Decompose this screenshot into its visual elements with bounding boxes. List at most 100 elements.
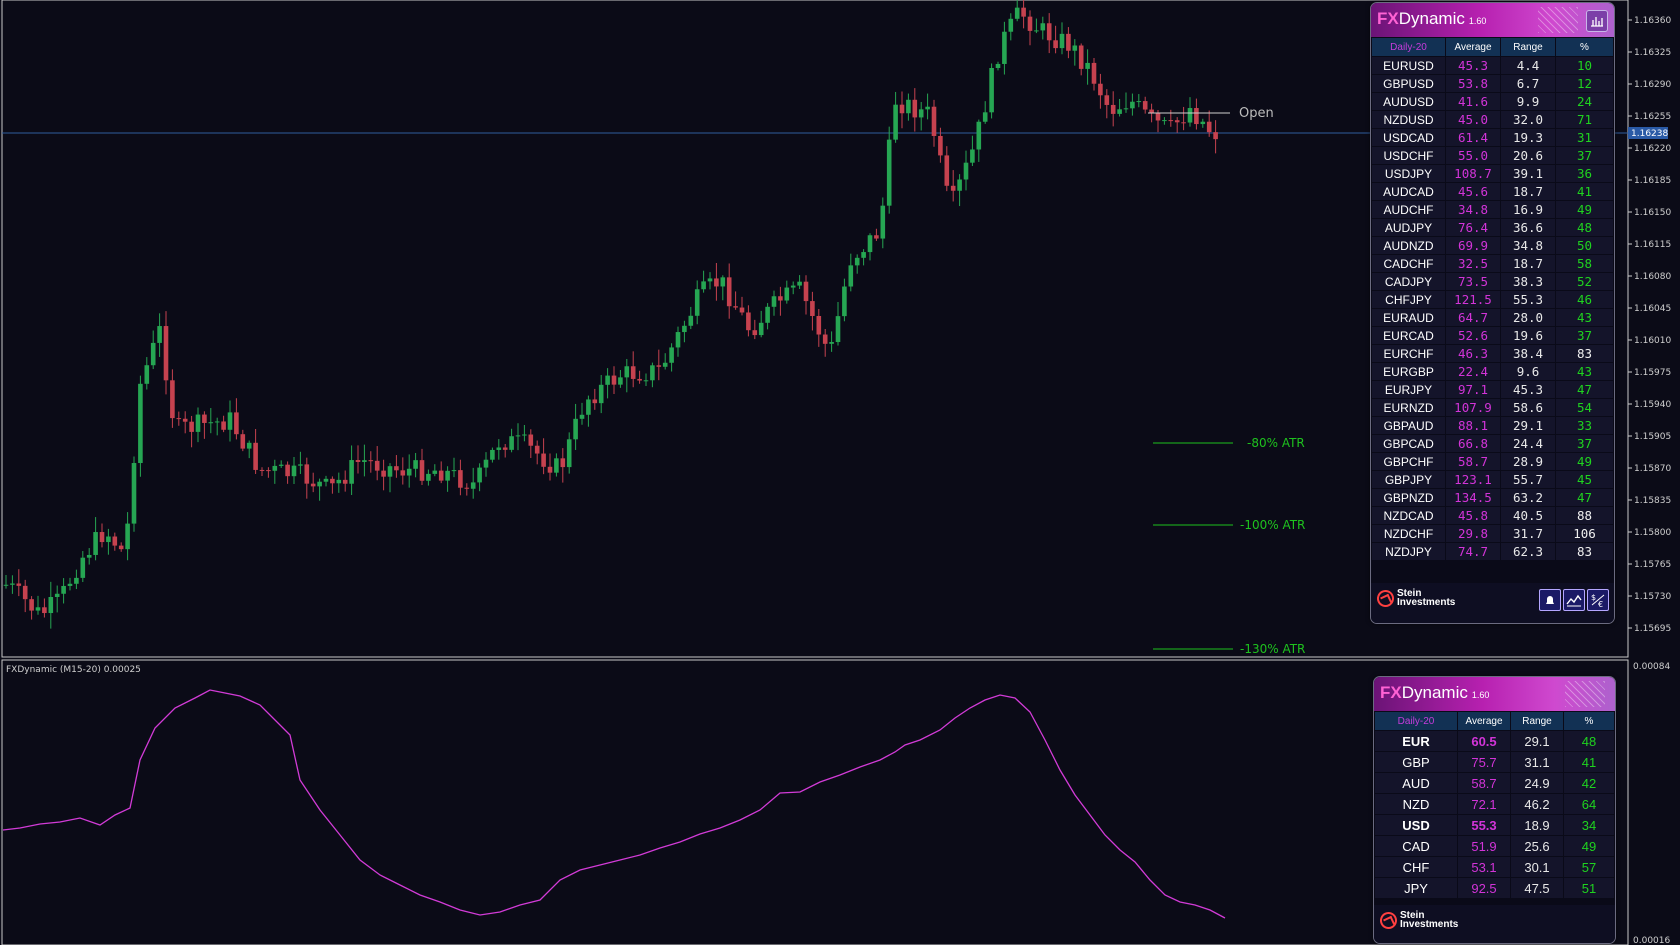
average-cell: 58.7 (1457, 772, 1511, 794)
col-header-range[interactable]: Range (1510, 711, 1564, 731)
col-header-percent[interactable]: % (1555, 37, 1614, 57)
table-row[interactable]: EURCAD 52.6 19.6 37 (1371, 326, 1614, 345)
col-header-period[interactable]: Daily-20 (1371, 37, 1446, 57)
table-row[interactable]: NZDCAD 45.8 40.5 88 (1371, 506, 1614, 525)
candle-body (451, 470, 457, 472)
chart-settings-button[interactable] (1586, 10, 1608, 32)
col-header-period[interactable]: Daily-20 (1374, 711, 1458, 731)
table-row[interactable]: CADCHF 32.5 18.7 58 (1371, 254, 1614, 273)
candle-body (483, 459, 489, 468)
candle-body (778, 296, 783, 301)
symbol-cell: AUD (1374, 772, 1458, 794)
table-row[interactable]: NZDUSD 45.0 32.0 71 (1371, 110, 1614, 129)
price-axis-label: 1.16360 (1634, 16, 1671, 26)
main-chart-frame[interactable] (1, 0, 1629, 658)
line-chart-icon (1566, 594, 1582, 607)
candle-body (624, 366, 630, 378)
candle-body (99, 532, 105, 543)
alert-button[interactable] (1539, 589, 1561, 611)
range-cell: 31.7 (1500, 524, 1556, 543)
candle-body (1168, 120, 1174, 122)
table-row[interactable]: CHF 53.1 30.1 57 (1374, 856, 1615, 878)
indicator-window-frame[interactable] (1, 659, 1629, 945)
table-row[interactable]: USDCAD 61.4 19.3 31 (1371, 128, 1614, 147)
table-row[interactable]: USDCHF 55.0 20.6 37 (1371, 146, 1614, 165)
table-row[interactable]: EURGBP 22.4 9.6 43 (1371, 362, 1614, 381)
symbol-cell: AUDUSD (1371, 92, 1446, 111)
range-cell: 28.9 (1500, 452, 1556, 471)
candle-body (112, 536, 118, 546)
table-row[interactable]: AUDNZD 69.9 34.8 50 (1371, 236, 1614, 255)
candle-body (195, 414, 201, 432)
table-row[interactable]: USDJPY 108.7 39.1 36 (1371, 164, 1614, 183)
header-texture (1538, 7, 1578, 33)
table-row[interactable]: GBPJPY 123.1 55.7 45 (1371, 470, 1614, 489)
candle-body (541, 453, 546, 467)
col-header-range[interactable]: Range (1500, 37, 1556, 57)
table-row[interactable]: CADJPY 73.5 38.3 52 (1371, 272, 1614, 291)
table-row[interactable]: USD 55.3 18.9 34 (1374, 814, 1615, 836)
col-header-average[interactable]: Average (1445, 37, 1501, 57)
table-row[interactable]: NZDCHF 29.8 31.7 106 (1371, 524, 1614, 543)
candle-body (656, 365, 662, 367)
candle-body (515, 435, 521, 437)
table-row[interactable]: GBP 75.7 31.1 41 (1374, 751, 1615, 773)
table-row[interactable]: AUDUSD 41.6 9.9 24 (1371, 92, 1614, 111)
table-row[interactable]: GBPAUD 88.1 29.1 33 (1371, 416, 1614, 435)
table-row[interactable]: AUD 58.7 24.9 42 (1374, 772, 1615, 794)
table-row[interactable]: EURJPY 97.1 45.3 47 (1371, 380, 1614, 399)
panel-header[interactable]: FXDynamic 1.60 (1371, 3, 1614, 37)
candle-body (1123, 108, 1129, 110)
average-cell: 74.7 (1445, 542, 1501, 561)
table-row[interactable]: EURNZD 107.9 58.6 54 (1371, 398, 1614, 417)
table-row[interactable]: CHFJPY 121.5 55.3 46 (1371, 290, 1614, 309)
panel-footer: Stein Investments (1374, 905, 1615, 943)
table-row[interactable]: GBPCAD 66.8 24.4 37 (1371, 434, 1614, 453)
candle-body (1034, 30, 1039, 32)
table-row[interactable]: GBPCHF 58.7 28.9 49 (1371, 452, 1614, 471)
candle-body (22, 585, 28, 600)
candle-body (547, 466, 553, 473)
chart-view-button[interactable] (1563, 589, 1585, 611)
table-row[interactable]: CAD 51.9 25.6 49 (1374, 835, 1615, 857)
table-row[interactable]: GBPNZD 134.5 63.2 47 (1371, 488, 1614, 507)
table-row[interactable]: AUDCAD 45.6 18.7 41 (1371, 182, 1614, 201)
candle-body (259, 469, 265, 471)
table-row[interactable]: EUR 60.5 29.1 48 (1374, 730, 1615, 752)
candle-body (394, 466, 399, 471)
candle-body (1104, 95, 1110, 105)
table-row[interactable]: EURAUD 64.7 28.0 43 (1371, 308, 1614, 327)
candle-body (419, 460, 425, 481)
candle-body (662, 362, 668, 367)
table-row[interactable]: EURCHF 46.3 38.4 83 (1371, 344, 1614, 363)
table-row[interactable]: AUDCHF 34.8 16.9 49 (1371, 200, 1614, 219)
table-row[interactable]: NZDJPY 74.7 62.3 83 (1371, 542, 1614, 561)
candle-body (362, 460, 367, 462)
table-row[interactable]: JPY 92.5 47.5 51 (1374, 877, 1615, 899)
range-cell: 4.4 (1500, 56, 1556, 75)
candle-body (310, 483, 316, 487)
table-row[interactable]: AUDJPY 76.4 36.6 48 (1371, 218, 1614, 237)
currency-settings-button[interactable]: $ € (1587, 589, 1609, 611)
average-cell: 88.1 (1445, 416, 1501, 435)
col-header-percent[interactable]: % (1563, 711, 1615, 731)
col-header-average[interactable]: Average (1457, 711, 1511, 731)
candle-body (1021, 7, 1026, 17)
percent-cell: 10 (1555, 56, 1614, 75)
table-row[interactable]: NZD 72.1 46.2 64 (1374, 793, 1615, 815)
price-axis[interactable]: 1.16360 1.16325 1.16290 1.16255 1.16220 1.161… (1628, 16, 1671, 634)
symbol-cell: AUDCAD (1371, 182, 1446, 201)
candle-body (1117, 109, 1122, 114)
candle-body (317, 481, 322, 487)
candle-body (835, 316, 841, 343)
candle-body (752, 330, 758, 336)
panel-header[interactable]: FXDynamic 1.60 (1374, 677, 1615, 711)
range-cell: 19.3 (1500, 128, 1556, 147)
candle-body (694, 289, 700, 316)
percent-cell: 48 (1563, 730, 1615, 752)
table-row[interactable]: GBPUSD 53.8 6.7 12 (1371, 74, 1614, 93)
candle-body (86, 554, 92, 558)
table-row[interactable]: EURUSD 45.3 4.4 10 (1371, 56, 1614, 75)
percent-cell: 37 (1555, 326, 1614, 345)
candle-body (893, 104, 898, 140)
